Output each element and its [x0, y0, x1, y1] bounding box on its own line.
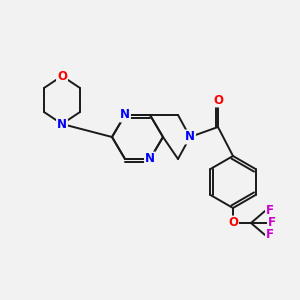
Text: F: F — [266, 205, 274, 218]
Text: O: O — [57, 70, 67, 83]
Text: N: N — [145, 152, 155, 166]
Text: F: F — [268, 217, 276, 230]
Text: O: O — [213, 94, 223, 106]
Text: F: F — [266, 229, 274, 242]
Text: N: N — [120, 109, 130, 122]
Text: O: O — [228, 217, 238, 230]
Text: N: N — [57, 118, 67, 130]
Text: N: N — [185, 130, 195, 143]
